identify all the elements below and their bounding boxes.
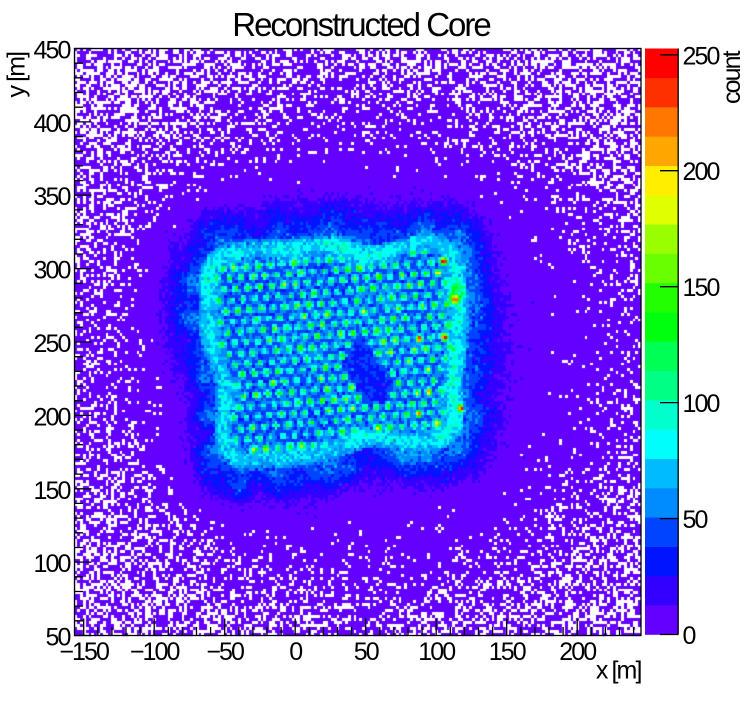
svg-text:300: 300 — [33, 257, 70, 285]
svg-text:100: 100 — [683, 390, 720, 418]
svg-text:0: 0 — [289, 638, 302, 666]
svg-text:150: 150 — [489, 638, 526, 666]
svg-text:150: 150 — [683, 274, 720, 302]
svg-text:200: 200 — [559, 638, 596, 666]
svg-text:−50: −50 — [206, 638, 244, 666]
svg-text:400: 400 — [33, 110, 70, 138]
svg-text:250: 250 — [683, 42, 720, 70]
svg-text:350: 350 — [33, 183, 70, 211]
svg-text:−150: −150 — [59, 638, 109, 666]
svg-text:250: 250 — [33, 330, 70, 358]
svg-text:50: 50 — [683, 506, 708, 534]
svg-text:0: 0 — [683, 622, 696, 650]
svg-text:200: 200 — [683, 158, 720, 186]
svg-text:Reconstructed Core: Reconstructed Core — [232, 6, 490, 43]
svg-text:100: 100 — [33, 550, 70, 578]
svg-text:count: count — [718, 50, 746, 104]
svg-text:100: 100 — [418, 638, 455, 666]
svg-text:x [m]: x [m] — [596, 657, 642, 685]
svg-text:150: 150 — [33, 477, 70, 505]
svg-text:y [m]: y [m] — [3, 52, 31, 98]
svg-text:50: 50 — [45, 624, 70, 652]
svg-text:200: 200 — [33, 403, 70, 431]
svg-text:−100: −100 — [130, 638, 180, 666]
svg-text:50: 50 — [354, 638, 379, 666]
svg-text:450: 450 — [33, 37, 70, 65]
